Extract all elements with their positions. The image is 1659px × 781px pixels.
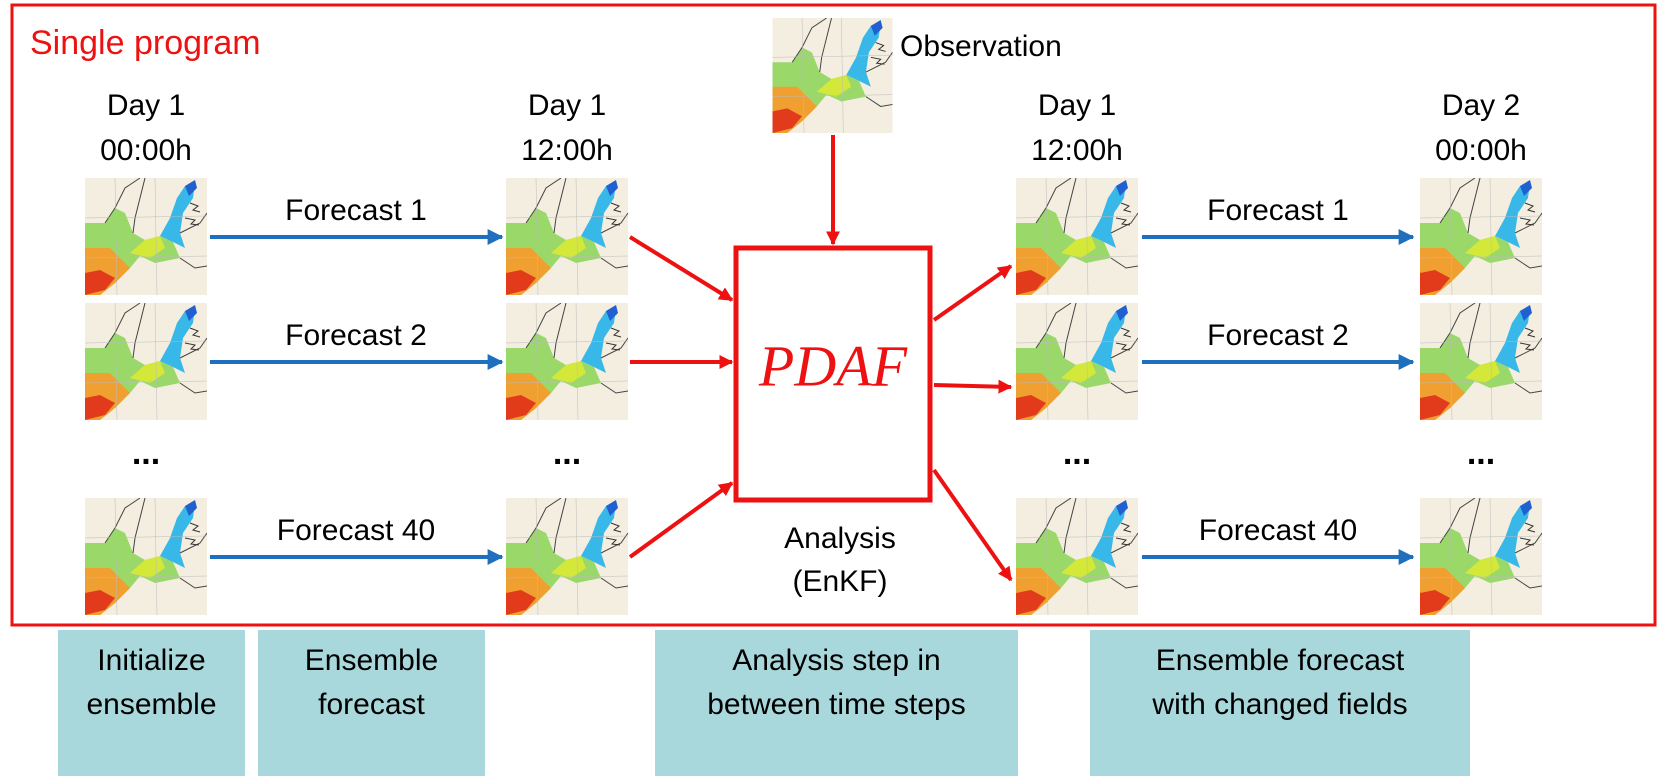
analysis-label: Analysis: [784, 522, 896, 555]
map-image: [1420, 303, 1542, 420]
step-label: forecast: [318, 688, 425, 721]
map-image: [85, 498, 207, 615]
map-image: [1420, 498, 1542, 615]
step-label: with changed fields: [1151, 688, 1407, 721]
map-image: [85, 303, 207, 420]
column-header: 00:00h: [100, 134, 192, 167]
column-header: Day 1: [1038, 89, 1116, 122]
column-header: 00:00h: [1435, 134, 1527, 167]
map-image: [1016, 498, 1138, 615]
map-image: [506, 178, 628, 295]
forecast-label: Forecast 2: [285, 319, 427, 352]
ellipsis: ...: [132, 434, 160, 472]
diagram: Single program Observation Day 1 00:00h... D…: [0, 0, 1659, 776]
map-image: [85, 178, 207, 295]
forecast-label: Forecast 40: [277, 514, 435, 547]
forecast-label: Forecast 2: [1207, 319, 1349, 352]
arrow: [630, 237, 732, 300]
step-label: Ensemble forecast: [1156, 644, 1405, 677]
column-header: 12:00h: [1031, 134, 1123, 167]
observation-map: [773, 18, 893, 133]
step-label: Ensemble: [305, 644, 438, 677]
map-image: [1016, 178, 1138, 295]
step-label: ensemble: [86, 688, 216, 721]
forecast-label: Forecast 40: [1199, 514, 1357, 547]
map-image: [1420, 178, 1542, 295]
arrow: [934, 470, 1011, 580]
forecast-label: Forecast 1: [285, 194, 427, 227]
title: Single program: [30, 24, 261, 62]
ellipsis: ...: [553, 434, 581, 472]
ellipsis: ...: [1467, 434, 1495, 472]
step-label: Initialize: [97, 644, 205, 677]
arrow: [630, 483, 732, 557]
step-label: between time steps: [707, 688, 965, 721]
analysis-label: (EnKF): [792, 565, 887, 598]
column-header: Day 1: [528, 89, 606, 122]
column-header: Day 1: [107, 89, 185, 122]
ellipsis: ...: [1063, 434, 1091, 472]
map-image: [1016, 303, 1138, 420]
arrow: [934, 266, 1011, 320]
map-image: [506, 498, 628, 615]
map-image: [506, 303, 628, 420]
filter-label: PDAF: [758, 333, 908, 398]
arrow: [934, 385, 1011, 387]
forecast-label: Forecast 1: [1207, 194, 1349, 227]
step-label: Analysis step in: [732, 644, 940, 677]
column-header: 12:00h: [521, 134, 613, 167]
column-header: Day 2: [1442, 89, 1520, 122]
observation-label: Observation: [900, 30, 1062, 63]
